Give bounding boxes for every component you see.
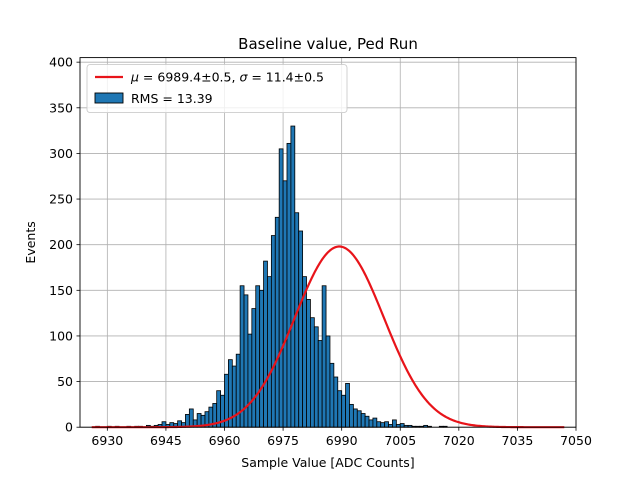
plot-frame (79, 57, 577, 428)
histogram-bar (251, 308, 257, 428)
histogram-bar (247, 333, 253, 428)
legend-histogram-label: RMS = 13.39 (131, 91, 213, 106)
histogram-bar (310, 317, 315, 428)
histogram-bar (185, 414, 190, 428)
y-tick-label: 100 (49, 328, 73, 343)
y-tick-label: 200 (49, 237, 73, 252)
y-tick-label: 350 (49, 100, 73, 115)
histogram-bar (259, 289, 264, 428)
histogram-bar (255, 285, 261, 428)
legend-fit-label: μ = 6989.4±0.5, σ = 11.4±0.5 (130, 70, 324, 85)
histogram-bar (356, 410, 362, 428)
legend-sigma-symbol: σ = (239, 70, 265, 85)
histogram-bar (364, 415, 370, 428)
y-tick-label: 0 (65, 420, 73, 435)
histogram-bar (376, 421, 382, 428)
histogram-bar (325, 335, 331, 428)
chart-title: Baseline value, Ped Run (238, 35, 418, 53)
x-tick-label: 7005 (384, 433, 416, 448)
histogram-bar (313, 326, 319, 428)
legend-histogram-swatch (94, 92, 124, 104)
histogram-bar (298, 230, 304, 428)
histogram-bar (399, 423, 405, 428)
histogram-bar (274, 216, 280, 428)
histogram-bar (239, 285, 245, 428)
histogram-bar (294, 212, 300, 428)
histogram-bar (341, 394, 346, 428)
x-tick-label: 7020 (443, 433, 475, 448)
histogram-bar (290, 125, 296, 428)
x-tick-label: 7035 (502, 433, 534, 448)
histogram-bar (384, 421, 389, 428)
histogram-bar (235, 353, 241, 428)
histogram-bar (188, 408, 194, 428)
histogram-bar (333, 376, 339, 428)
y-tick-label: 50 (57, 374, 73, 389)
x-tick-label: 7050 (560, 433, 592, 448)
y-axis-label: Events (23, 221, 38, 263)
histogram-bar (306, 299, 311, 428)
y-tick-label: 250 (49, 192, 73, 207)
x-axis-label: Sample Value [ADC Counts] (241, 455, 414, 470)
y-tick-label: 400 (49, 55, 73, 70)
histogram-bar (392, 419, 397, 428)
histogram-bar (282, 180, 288, 428)
x-tick-label: 6945 (150, 433, 182, 448)
histogram-bar (263, 260, 268, 428)
legend-sigma-value: 11.4±0.5 (266, 70, 324, 85)
legend-mu-value: 6989.4±0.5, (157, 70, 235, 85)
legend-mu-symbol: μ = (130, 70, 157, 85)
histogram-bar (321, 285, 327, 428)
x-tick-label: 6975 (267, 433, 299, 448)
axis-ticks: 6930 6945 6960 6975 6990 7005 7020 7035 7050 0 50 1… (49, 55, 592, 449)
histogram-bar (368, 419, 374, 428)
y-tick-label: 150 (49, 283, 73, 298)
histogram-bar (345, 382, 350, 428)
histogram-bars (95, 125, 448, 428)
x-tick-label: 6990 (326, 433, 358, 448)
histogram-bar (286, 142, 292, 428)
legend: μ = 6989.4±0.5, σ = 11.4±0.5 RMS = 13.39 (86, 64, 348, 114)
histogram-bar (317, 340, 323, 428)
histogram-bar (380, 422, 386, 428)
histogram-bar (372, 417, 378, 428)
x-tick-label: 6930 (91, 433, 123, 448)
histogram-bar (267, 276, 272, 428)
histogram-bar (349, 403, 354, 428)
histogram-bar (360, 413, 366, 428)
histogram-bar (337, 390, 343, 428)
histogram-bar (278, 148, 284, 428)
x-tick-label: 6960 (209, 433, 241, 448)
histogram-bar (329, 362, 335, 428)
y-tick-label: 300 (49, 146, 73, 161)
histogram-bar (352, 408, 358, 428)
legend-box (86, 64, 348, 114)
histogram-bar (270, 235, 276, 428)
